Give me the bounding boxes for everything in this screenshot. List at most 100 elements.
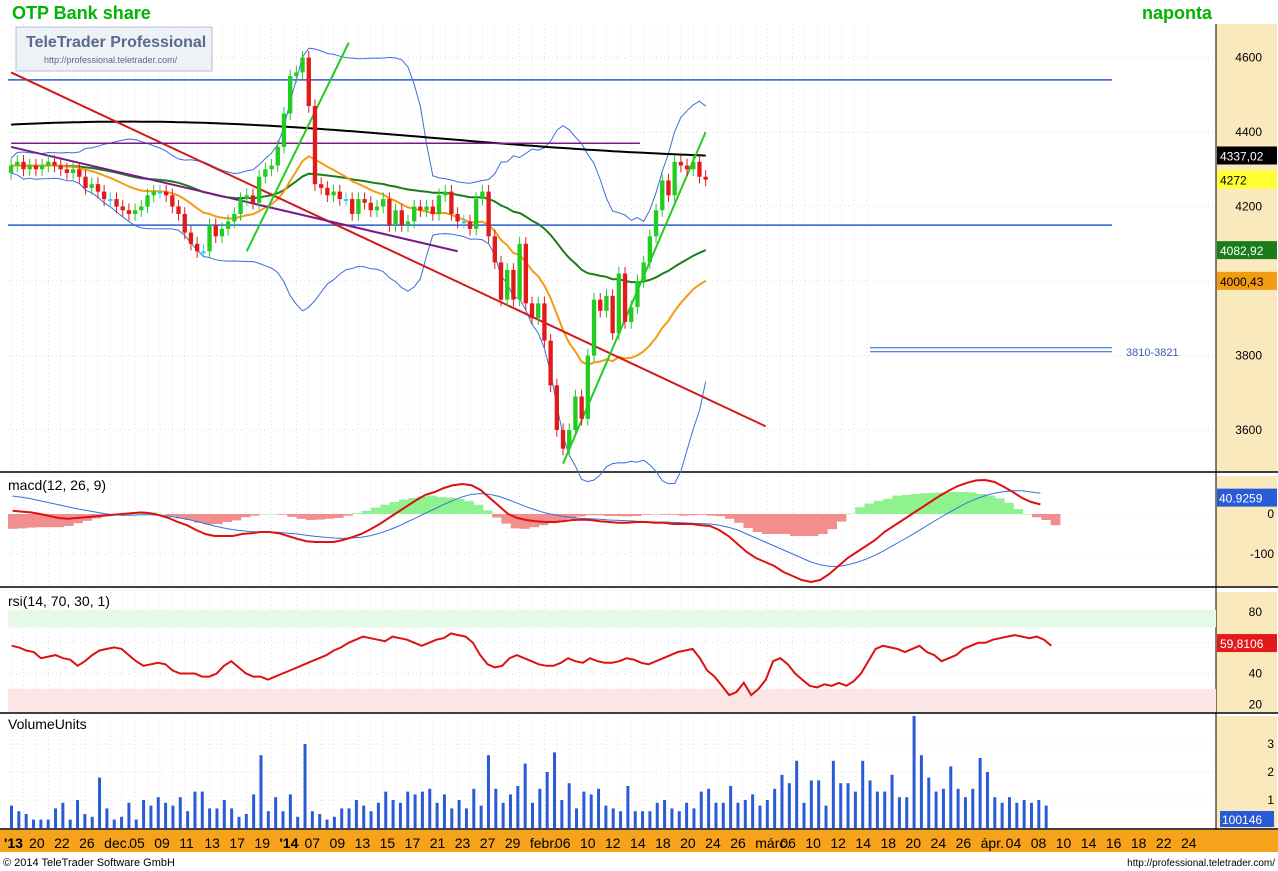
volume-bar bbox=[200, 791, 204, 828]
macd-histogram-bar bbox=[17, 514, 28, 529]
volume-bar bbox=[721, 802, 725, 828]
macd-histogram-bar bbox=[417, 496, 428, 514]
volume-bar bbox=[127, 802, 131, 828]
volume-bar bbox=[508, 794, 512, 828]
macd-histogram-bar bbox=[594, 514, 605, 516]
candle-body bbox=[387, 199, 392, 226]
macd-histogram-bar bbox=[315, 514, 325, 520]
candle-body bbox=[188, 232, 194, 244]
volume-bar bbox=[927, 777, 931, 828]
candle-body bbox=[46, 161, 51, 166]
candle-body bbox=[101, 191, 107, 200]
volume-bar bbox=[949, 766, 953, 828]
candle-body bbox=[616, 273, 622, 334]
logo-text: TeleTrader Professional bbox=[26, 34, 206, 51]
macd-histogram-bar bbox=[175, 514, 186, 519]
macd-value-box bbox=[1217, 488, 1277, 507]
macd-tick-label: -100 bbox=[1250, 547, 1274, 561]
macd-histogram-bar bbox=[836, 514, 847, 522]
candle-body bbox=[467, 221, 473, 229]
macd-histogram-bar bbox=[399, 499, 409, 514]
candle-body bbox=[21, 161, 26, 170]
volume-bar bbox=[978, 758, 982, 828]
candle-body bbox=[418, 206, 423, 211]
macd-histogram-bar bbox=[231, 514, 242, 521]
candle-body bbox=[635, 281, 640, 308]
ma50-value-box bbox=[1217, 241, 1277, 260]
marks-layer: 3600380040004200440046003810-38214337,02… bbox=[4, 42, 1277, 851]
macd-histogram-bar bbox=[948, 492, 958, 514]
candle-body bbox=[610, 295, 615, 334]
candle-body bbox=[517, 243, 522, 300]
volume-bar bbox=[941, 788, 945, 828]
candle-body bbox=[256, 176, 262, 203]
candle-body bbox=[269, 165, 274, 170]
volume-bar bbox=[494, 788, 498, 828]
date-tick-label: 12 bbox=[605, 835, 621, 851]
candle-body bbox=[399, 210, 404, 226]
macd-histogram-bar bbox=[54, 514, 65, 528]
macd-signal-line bbox=[12, 490, 1041, 567]
macd-histogram-bar bbox=[883, 498, 893, 514]
candle-body bbox=[405, 221, 411, 226]
macd-histogram-bar bbox=[510, 514, 521, 529]
candle-body bbox=[486, 191, 491, 237]
last-price-value-label: 4272 bbox=[1220, 174, 1247, 188]
macd-histogram-bar bbox=[305, 514, 316, 520]
macd-histogram-bar bbox=[194, 514, 204, 523]
ma200-line bbox=[11, 120, 706, 157]
macd-histogram-bar bbox=[333, 514, 344, 518]
candle-body bbox=[350, 199, 355, 214]
date-tick-label: 26 bbox=[956, 835, 972, 851]
candle-body bbox=[77, 169, 82, 177]
macd-histogram-bar bbox=[966, 492, 977, 514]
volume-bar bbox=[633, 811, 637, 828]
macd-histogram-bar bbox=[371, 507, 381, 514]
volume-bar bbox=[142, 800, 146, 828]
macd-histogram-bar bbox=[501, 514, 512, 524]
volume-bar bbox=[1044, 805, 1048, 828]
date-tick-label: 18 bbox=[1131, 835, 1147, 851]
macd-histogram-bar bbox=[976, 494, 986, 514]
volume-bar bbox=[846, 783, 850, 828]
macd-histogram-bar bbox=[938, 492, 949, 514]
volume-bar bbox=[853, 791, 857, 828]
candle-body bbox=[58, 165, 63, 170]
candle-body bbox=[182, 213, 187, 233]
ma50-line bbox=[11, 164, 707, 284]
volume-bar bbox=[384, 791, 388, 828]
macd-histogram-bar bbox=[464, 501, 474, 514]
volume-bar bbox=[134, 819, 138, 828]
volume-bar bbox=[501, 802, 505, 828]
macd-histogram-bar bbox=[222, 514, 232, 522]
volume-bar bbox=[178, 797, 182, 828]
candle-body bbox=[492, 236, 497, 263]
date-tick-label: 26 bbox=[730, 835, 746, 851]
candle-body bbox=[430, 206, 435, 214]
volume-bar bbox=[376, 802, 380, 828]
macd-histogram-bar bbox=[780, 514, 791, 534]
macd-histogram-bar bbox=[45, 514, 55, 528]
rsi-title: rsi(14, 70, 30, 1) bbox=[8, 593, 110, 609]
volume-bar bbox=[68, 819, 72, 828]
candle-body bbox=[436, 195, 442, 214]
candle-body bbox=[114, 199, 119, 207]
candle-body bbox=[660, 180, 665, 211]
candle-body bbox=[542, 303, 547, 341]
bollinger-lower-line bbox=[10, 172, 707, 485]
volume-bar bbox=[707, 788, 711, 828]
volume-bar bbox=[677, 811, 681, 828]
candle-body bbox=[368, 202, 373, 211]
macd-histogram-bar bbox=[268, 514, 279, 515]
trendline-green-1 bbox=[245, 42, 350, 252]
candle-body bbox=[163, 191, 169, 196]
volume-bar bbox=[1037, 800, 1041, 828]
date-tick-label: 19 bbox=[254, 835, 270, 851]
volume-bar bbox=[90, 816, 94, 828]
macd-histogram-bar bbox=[566, 514, 577, 519]
date-tick-label: 09 bbox=[330, 835, 346, 851]
candle-body bbox=[691, 161, 696, 170]
period-label: naponta bbox=[1142, 3, 1213, 23]
volume-bar bbox=[802, 802, 806, 828]
